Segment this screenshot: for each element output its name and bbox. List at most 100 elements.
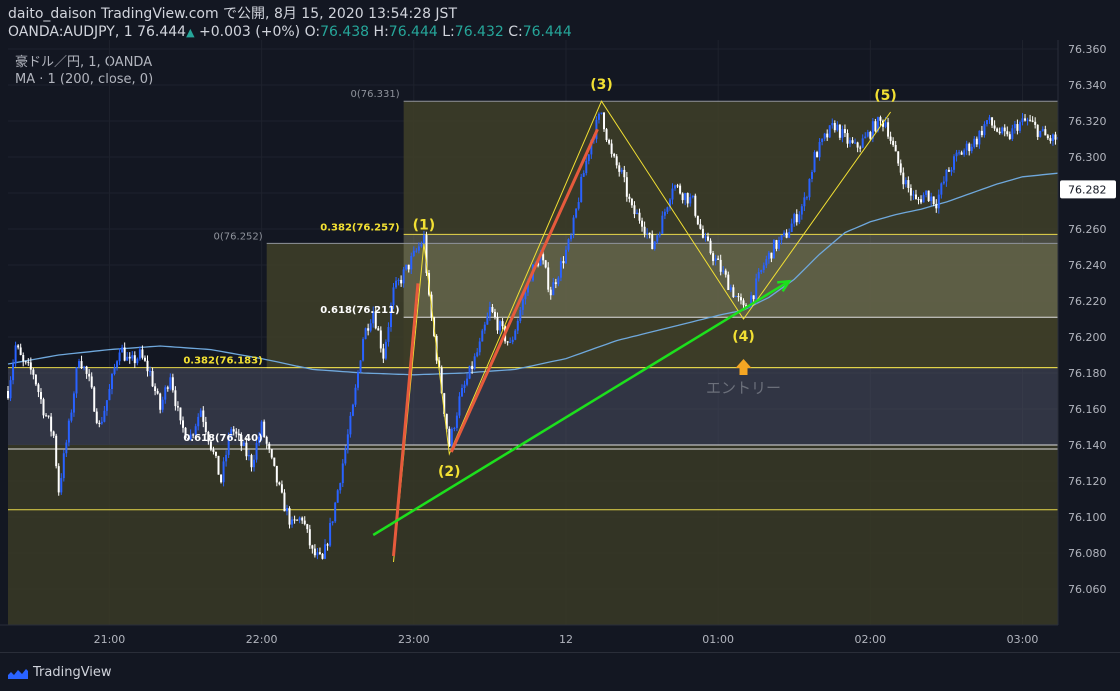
impulse-line-3 <box>449 128 599 453</box>
candle-body <box>818 141 821 158</box>
candle-body <box>958 152 961 154</box>
candle-body <box>72 393 75 413</box>
candle-body <box>978 130 981 145</box>
candle-body <box>313 548 316 556</box>
candle-body <box>668 199 671 208</box>
candle-body <box>686 193 689 204</box>
candle-body <box>118 352 121 362</box>
candle-body <box>628 196 631 199</box>
candle-body <box>914 194 917 200</box>
candle-body <box>32 369 35 375</box>
candle-body <box>646 232 649 234</box>
candle-body <box>684 193 687 201</box>
candle-body <box>164 387 167 400</box>
candle-body <box>615 156 618 166</box>
candle-body <box>293 519 296 521</box>
candle-body <box>656 235 659 242</box>
candle-body <box>691 195 694 198</box>
elliott-wave-line <box>393 100 892 563</box>
candle-body <box>34 374 37 385</box>
price-chart[interactable]: (2) (3) (4) (5) (1) 0(76.252) 0.382(76.183) 0.6… <box>0 0 1120 652</box>
candle-body <box>841 129 844 138</box>
footer: TradingView <box>0 652 1120 691</box>
candle-body <box>1008 134 1011 139</box>
candle-body <box>483 324 486 331</box>
candle-body <box>1021 118 1024 123</box>
candle-body <box>790 223 793 233</box>
candle-body <box>575 208 578 218</box>
candle-body <box>98 422 101 424</box>
candle-body <box>265 436 268 444</box>
candle-body <box>212 449 215 452</box>
candle-body <box>849 140 852 144</box>
candle-body <box>14 345 17 364</box>
candle-body <box>993 125 996 129</box>
fib-level-label: 0.618(76.211) <box>320 305 399 316</box>
current-price-label: 76.282 <box>1068 183 1107 196</box>
candle-body <box>55 435 58 467</box>
publish-text: daito_daison TradingView.com で公開, 8月 15,… <box>8 6 457 22</box>
candle-body <box>699 224 702 229</box>
candle-body <box>950 169 953 172</box>
candle-body <box>750 295 753 308</box>
candle-body <box>795 214 798 223</box>
candle-body <box>572 217 575 236</box>
candle-body <box>455 415 458 428</box>
candle-body <box>291 519 294 525</box>
candle-body <box>597 113 600 120</box>
candle-body <box>85 366 88 374</box>
candle-body <box>836 124 839 131</box>
candle-body <box>671 188 674 200</box>
price-tick-label: 76.300 <box>1068 151 1107 164</box>
candle-body <box>902 172 905 185</box>
candle-body <box>696 215 699 225</box>
candle-body <box>783 232 786 236</box>
candle-body <box>108 389 111 401</box>
instrument-legend[interactable]: 豪ドル／円, 1, OANDA <box>15 55 153 70</box>
candle-body <box>93 387 96 412</box>
candle-body <box>192 434 195 436</box>
candle-body <box>663 211 666 216</box>
candle-body <box>90 376 93 388</box>
candle-body <box>227 436 230 455</box>
candle-body <box>349 415 352 435</box>
candle-body <box>174 390 177 407</box>
candle-body <box>476 352 479 357</box>
candle-body <box>866 132 869 137</box>
candle-body <box>937 194 940 209</box>
candle-body <box>980 130 983 136</box>
candle-body <box>364 328 367 340</box>
candle-body <box>562 261 565 264</box>
candle-body <box>445 413 448 429</box>
candle-body <box>159 393 162 410</box>
candle-body <box>920 199 923 203</box>
candle-body <box>113 367 116 374</box>
candle-body <box>235 431 238 434</box>
candle-body <box>397 279 400 281</box>
candle-body <box>653 241 656 249</box>
candle-body <box>521 299 524 310</box>
candle-body <box>374 311 377 329</box>
candle-body <box>189 434 192 440</box>
candle-body <box>945 169 948 182</box>
candle-body <box>389 305 392 328</box>
candle-body <box>585 160 588 174</box>
candle-body <box>526 280 529 293</box>
brand[interactable]: TradingView <box>8 665 112 680</box>
candle-body <box>7 391 9 399</box>
candle-body <box>765 259 768 266</box>
candle-body <box>582 173 585 177</box>
candle-body <box>816 152 819 158</box>
candle-body <box>780 235 783 240</box>
candle-body <box>651 234 654 249</box>
candle-body <box>519 309 522 321</box>
ma-legend[interactable]: MA · 1 (200, close, 0) <box>15 72 154 87</box>
candle-body <box>1039 130 1042 137</box>
candle-body <box>876 117 879 132</box>
candle-body <box>935 203 938 209</box>
candle-body <box>62 453 65 479</box>
candle-body <box>240 434 243 446</box>
publish-line: daito_daison TradingView.com で公開, 8月 15,… <box>8 5 457 23</box>
candle-body <box>270 449 273 458</box>
candle-body <box>425 235 428 274</box>
